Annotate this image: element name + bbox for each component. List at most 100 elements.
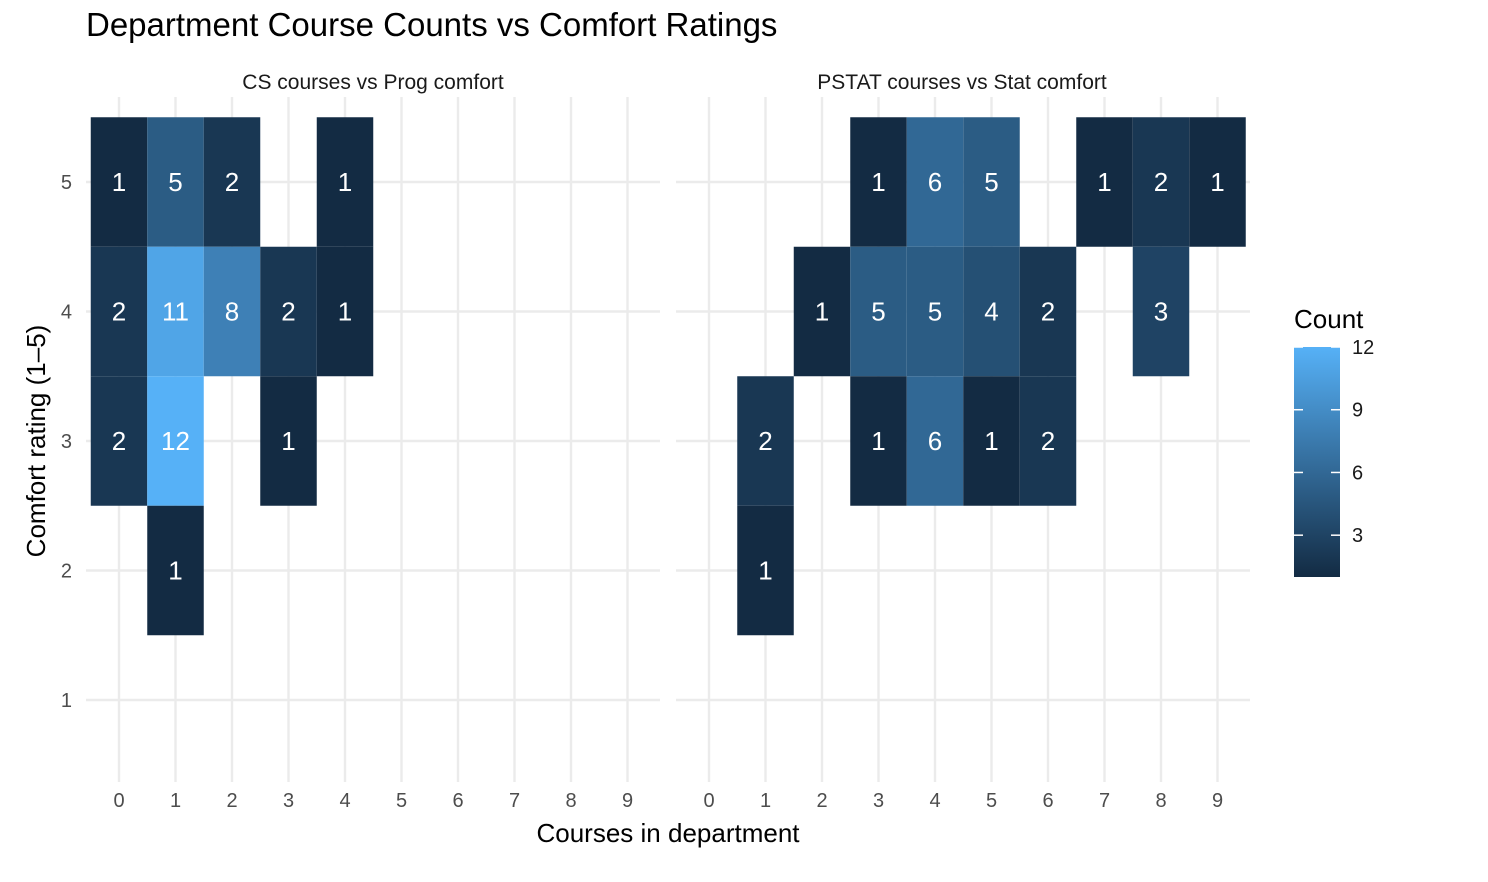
tile-count-label: 5 [928, 297, 942, 327]
panel-pstat: PSTAT courses vs Stat comfort 1 6 5 1 2 1 1 5 5 4… [676, 71, 1250, 812]
heatmap-tile [1189, 117, 1246, 247]
x-tick-label: 9 [622, 790, 633, 812]
tile-count-label: 1 [1097, 167, 1111, 197]
tile-count-label: 2 [225, 167, 239, 197]
legend-title: Count [1294, 304, 1364, 334]
x-tick-label: 7 [1099, 790, 1110, 812]
x-tick-label: 5 [396, 790, 407, 812]
y-tick-label: 1 [61, 690, 72, 712]
x-tick-label: 2 [226, 790, 237, 812]
panel-strip-title: PSTAT courses vs Stat comfort [817, 71, 1107, 94]
x-tick-label: 5 [986, 790, 997, 812]
tile-count-label: 4 [984, 297, 998, 327]
heatmap-tile [906, 246, 964, 377]
x-tick-label: 7 [509, 790, 520, 812]
x-tick-label: 3 [283, 790, 294, 812]
heatmap-tile [906, 117, 964, 247]
tile-count-label: 1 [871, 426, 885, 456]
panel-strip-title: CS courses vs Prog comfort [242, 71, 504, 94]
tile-count-label: 2 [1041, 297, 1055, 327]
panel-x-ticks: 0 1 2 3 4 5 6 7 8 9 [703, 790, 1223, 812]
x-tick-label: 9 [1212, 790, 1223, 812]
heatmap-tile [203, 246, 261, 377]
x-tick-label: 6 [1042, 790, 1053, 812]
tile-count-label: 5 [871, 297, 885, 327]
x-tick-label: 0 [703, 790, 714, 812]
heatmap-tile [260, 246, 317, 377]
heatmap-tile [316, 117, 374, 247]
tile-count-label: 1 [281, 426, 295, 456]
tile-count-label: 2 [758, 426, 772, 456]
legend-tick-label: 6 [1352, 462, 1363, 484]
legend-ticks: 3 6 9 12 [1294, 337, 1374, 547]
tile-count-label: 1 [338, 167, 352, 197]
tile-count-label: 5 [984, 167, 998, 197]
x-tick-label: 0 [113, 790, 124, 812]
tile-count-label: 12 [161, 426, 190, 456]
tile-count-label: 3 [1154, 297, 1168, 327]
y-axis-title: Comfort rating (1–5) [21, 325, 51, 558]
heatmap-tile [1019, 376, 1077, 506]
tile-count-label: 2 [1154, 167, 1168, 197]
heatmap-tile [147, 246, 204, 377]
tile-count-label: 8 [225, 297, 239, 327]
chart-title: Department Course Counts vs Comfort Rati… [86, 6, 777, 43]
panel-cells: 1 5 2 12 11 8 2 12 12 11 [90, 117, 374, 636]
heatmap-tile [147, 376, 204, 506]
x-tick-label: 4 [929, 790, 940, 812]
tile-count-label: 1 [1210, 167, 1224, 197]
heatmap-tile [90, 376, 148, 506]
tile-count-label: 1 [338, 297, 352, 327]
heatmap-tile [850, 117, 907, 247]
tile-count-label: 11 [162, 297, 189, 327]
x-tick-label: 3 [873, 790, 884, 812]
x-tick-label: 6 [452, 790, 463, 812]
tile-count-label: 5 [168, 167, 182, 197]
tile-count-label: 6 [928, 167, 942, 197]
tile-count-label: 1 [168, 556, 182, 586]
heatmap-tile [963, 117, 1020, 247]
tile-count-label: 2 [112, 297, 126, 327]
heatmap-tile [793, 246, 851, 377]
heatmap-tile [203, 117, 261, 247]
x-axis-title: Courses in department [536, 818, 800, 848]
heatmap-tile [90, 246, 148, 377]
legend: Count 3 6 9 12 [1294, 304, 1374, 577]
tile-count-label: 1 [758, 556, 772, 586]
tile-count-label: 6 [928, 426, 942, 456]
legend-tick-label: 3 [1352, 525, 1363, 547]
legend-colorbar [1294, 347, 1340, 577]
heatmap-tile [963, 376, 1020, 506]
x-tick-label: 1 [170, 790, 181, 812]
tile-count-label: 1 [815, 297, 829, 327]
legend-tick-label: 9 [1352, 400, 1363, 422]
tile-count-label: 1 [871, 167, 885, 197]
heatmap-tile [1019, 246, 1077, 377]
legend-tick-label: 12 [1352, 337, 1374, 359]
y-tick-label: 3 [61, 431, 72, 453]
heatmap-tile [316, 246, 374, 377]
panel-cells: 1 6 5 1 2 1 1 5 5 4 2 3 2 1 6 1 2 1 [737, 117, 1246, 636]
heatmap-tile [850, 376, 907, 506]
heatmap-tile [737, 505, 794, 636]
panel-x-ticks: 0 1 2 3 4 5 6 7 8 9 [113, 790, 633, 812]
x-tick-label: 4 [339, 790, 350, 812]
heatmap-tile [906, 376, 964, 506]
heatmap-tile [147, 117, 204, 247]
x-tick-label: 1 [760, 790, 771, 812]
tile-count-label: 1 [112, 167, 126, 197]
y-axis-ticks: 1 2 3 4 5 [61, 172, 72, 712]
panel-cs: CS courses vs Prog comfort 1 5 2 12 11 8 2 12 12… [86, 71, 660, 812]
heatmap-tile [1132, 117, 1190, 247]
y-tick-label: 4 [61, 302, 72, 324]
heatmap-tile [260, 376, 317, 506]
x-tick-label: 2 [816, 790, 827, 812]
heatmap-tile [1132, 246, 1190, 377]
y-tick-label: 2 [61, 561, 72, 583]
heatmap-tile [737, 376, 794, 506]
tile-count-label: 2 [281, 297, 295, 327]
heatmap-tile [147, 505, 204, 636]
y-tick-label: 5 [61, 172, 72, 194]
heatmap-tile [963, 246, 1020, 377]
